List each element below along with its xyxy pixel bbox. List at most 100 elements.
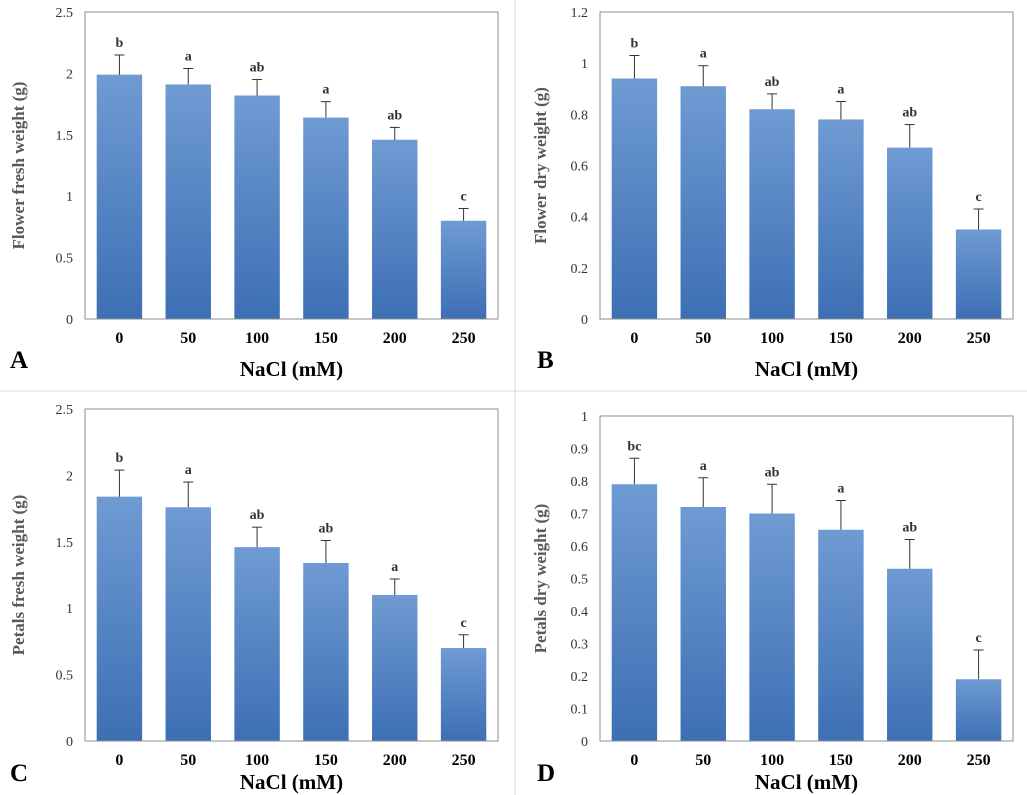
panel-d-bar	[887, 568, 933, 741]
panel-d-letter: D	[537, 760, 555, 787]
panel-a-significance-letter: a	[185, 49, 192, 64]
panel-a-bar	[303, 117, 349, 319]
panel-d-ytick-label: 0.6	[571, 540, 589, 555]
panel-b-category-label: 200	[898, 330, 922, 347]
panel-a-category-label: 50	[180, 330, 196, 347]
panel-b-category-label: 150	[829, 330, 853, 347]
panel-d-significance-letter: ab	[765, 465, 780, 480]
panel-d-ytick-label: 0.8	[571, 475, 589, 490]
panel-a-bar	[234, 95, 280, 319]
panel-a-significance-letter: b	[116, 36, 124, 51]
panel-b-bar	[887, 147, 933, 319]
panel-b-x-axis-label: NaCl (mM)	[755, 357, 858, 381]
panel-d-significance-letter: bc	[627, 439, 641, 454]
panel-d-plot-area	[599, 415, 1014, 742]
panel-b-category-label: 50	[695, 330, 711, 347]
panel-c-bar	[440, 648, 487, 741]
panel-d-bar	[680, 507, 726, 741]
panel-c-category-label: 50	[180, 752, 196, 769]
panel-c-ytick-label: 2.5	[56, 403, 74, 418]
panel-d-category-label: 50	[695, 752, 711, 769]
panel-c-x-axis-label: NaCl (mM)	[240, 770, 343, 794]
panel-c-bar	[372, 594, 418, 741]
panel-a-ytick-label: 0	[66, 313, 73, 328]
panel-a-bar	[372, 139, 418, 319]
panel-a: 0 0.5 1 1.5 2 2.5 b 0 a 50 ab 100 a 150 ab 200 c 250 NaCl …	[9, 6, 499, 381]
panel-d-ytick-label: 1	[581, 410, 588, 425]
panel-c-bar	[234, 547, 280, 741]
panel-a-x-axis-label: NaCl (mM)	[240, 357, 343, 381]
panel-b-ytick-label: 0	[581, 313, 588, 328]
panel-a-ytick-label: 1	[66, 190, 73, 205]
panel-c-ytick-label: 2	[66, 469, 73, 484]
panel-d-ytick-label: 0.3	[571, 638, 589, 653]
panel-c-category-label: 0	[115, 752, 123, 769]
panel-a-significance-letter: a	[322, 83, 329, 98]
panel-b-ytick-label: 0.2	[571, 262, 589, 277]
panel-b-category-label: 0	[630, 330, 638, 347]
panel-b-bar	[749, 109, 795, 319]
panel-a-category-label: 0	[115, 330, 123, 347]
panel-b-ytick-label: 0.8	[571, 108, 589, 123]
panel-b-bar	[955, 229, 1002, 319]
panel-d-category-label: 0	[630, 752, 638, 769]
panel-c-y-axis-label: Petals fresh weight (g)	[9, 495, 28, 656]
panel-d-y-axis-label: Petals dry weight (g)	[531, 504, 550, 654]
panel-d-significance-letter: ab	[902, 521, 917, 536]
panel-c: 0 0.5 1 1.5 2 2.5 b 0 a 50 ab 100 ab 150 a 200 c 250 NaCl …	[9, 403, 499, 794]
panel-a-ytick-label: 1.5	[56, 129, 74, 144]
panel-b-significance-letter: c	[975, 190, 981, 205]
panel-a-category-label: 250	[452, 330, 476, 347]
panel-d-ytick-label: 0.5	[571, 573, 589, 588]
panel-c-ytick-label: 1	[66, 602, 73, 617]
panel-c-ytick-label: 0.5	[56, 669, 74, 684]
panel-a-y-axis-label: Flower fresh weight (g)	[9, 82, 28, 250]
panel-d-ytick-label: 0.2	[571, 670, 589, 685]
panel-c-ytick-label: 0	[66, 735, 73, 750]
panel-d-ytick-label: 0.7	[571, 508, 589, 523]
panel-a-bar	[165, 84, 211, 320]
panel-b-bar	[818, 119, 864, 319]
panel-c-significance-letter: a	[391, 560, 398, 575]
panel-d-significance-letter: a	[837, 482, 844, 497]
panel-b: 0 0.2 0.4 0.6 0.8 1 1.2 b 0 a 50 ab 100 a 150 ab 200 c 250…	[531, 6, 1014, 381]
panel-c-significance-letter: ab	[250, 508, 265, 523]
panel-a-category-label: 150	[314, 330, 338, 347]
panel-b-bar	[680, 86, 726, 319]
panel-b-category-label: 250	[967, 330, 991, 347]
panel-c-ytick-label: 1.5	[56, 536, 74, 551]
panel-d-ytick-label: 0.9	[571, 443, 589, 458]
panel-c-significance-letter: b	[116, 451, 124, 466]
panel-a-ytick-label: 2.5	[56, 6, 74, 21]
panel-d-category-label: 250	[967, 752, 991, 769]
panel-c-bar	[165, 507, 211, 741]
panel-b-category-label: 100	[760, 330, 784, 347]
panel-d-bar	[749, 513, 795, 741]
panel-d-category-label: 200	[898, 752, 922, 769]
panel-d: 0 0.1 0.2 0.3 0.4 0.5 0.6 0.7 0.8 0.9 1 bc 0 a 50 ab 100…	[531, 410, 1014, 794]
panel-b-significance-letter: ab	[765, 75, 780, 90]
panel-d-x-axis-label: NaCl (mM)	[755, 770, 858, 794]
panel-b-letter: B	[537, 347, 554, 374]
panel-c-plot-area	[84, 408, 499, 742]
panel-a-ytick-label: 0.5	[56, 252, 74, 267]
panel-d-significance-letter: a	[700, 459, 707, 474]
panel-d-bar	[611, 484, 658, 741]
panel-a-bar	[96, 74, 143, 320]
panel-c-category-label: 150	[314, 752, 338, 769]
panel-c-category-label: 100	[245, 752, 269, 769]
panel-a-category-label: 100	[245, 330, 269, 347]
panel-c-letter: C	[10, 760, 28, 787]
panel-b-ytick-label: 0.6	[571, 160, 589, 175]
panel-d-bar	[818, 529, 864, 741]
panel-b-significance-letter: ab	[902, 106, 917, 121]
panel-d-significance-letter: c	[975, 631, 981, 646]
panel-b-y-axis-label: Flower dry weight (g)	[531, 87, 550, 244]
panel-b-significance-letter: a	[837, 83, 844, 98]
panel-a-significance-letter: c	[460, 189, 466, 204]
panel-a-letter: A	[10, 347, 28, 374]
panel-d-ytick-label: 0.4	[571, 605, 589, 620]
panel-b-significance-letter: b	[631, 36, 639, 51]
panel-d-category-label: 100	[760, 752, 784, 769]
